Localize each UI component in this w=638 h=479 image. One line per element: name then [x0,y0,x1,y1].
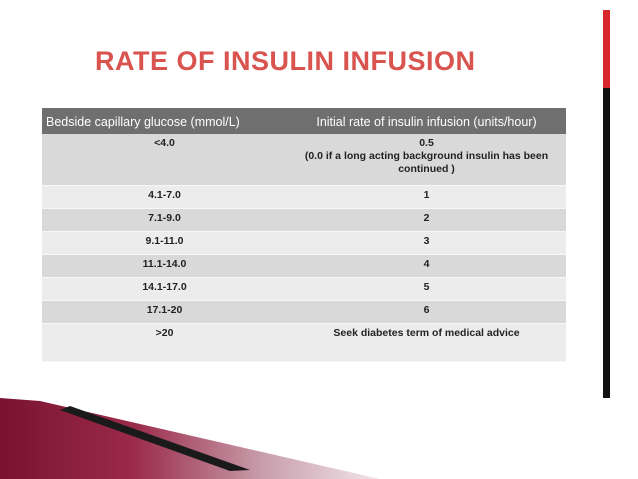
rate-cell: 3 [287,231,566,255]
table-row: 11.1-14.0 4 [42,254,566,278]
glucose-cell: 9.1-11.0 [42,231,287,255]
table-row: 17.1-20 6 [42,300,566,324]
rate-note: (0.0 if a long acting background insulin… [304,150,549,175]
rate-cell: 0.5 (0.0 if a long acting background ins… [287,134,566,186]
rate-value: 0.5 [419,137,434,149]
table-row: 4.1-7.0 1 [42,185,566,209]
header-glucose: Bedside capillary glucose (mmol/L) [42,108,287,134]
table-row: 7.1-9.0 2 [42,208,566,232]
glucose-cell: 4.1-7.0 [42,185,287,209]
rate-cell: 2 [287,208,566,232]
rate-cell: Seek diabetes term of medical advice [287,323,566,362]
accent-bar-red [603,10,610,88]
rate-cell: 5 [287,277,566,301]
table-row: <4.0 0.5 (0.0 if a long acting backgroun… [42,134,566,186]
rate-cell: 6 [287,300,566,324]
rate-cell: 1 [287,185,566,209]
glucose-cell: >20 [42,323,287,362]
table-header-row: Bedside capillary glucose (mmol/L) Initi… [42,108,566,134]
glucose-cell: <4.0 [42,134,287,186]
table-row: 9.1-11.0 3 [42,231,566,255]
glucose-cell: 14.1-17.0 [42,277,287,301]
insulin-rate-table: Bedside capillary glucose (mmol/L) Initi… [42,108,566,362]
table-row: 14.1-17.0 5 [42,277,566,301]
glucose-cell: 7.1-9.0 [42,208,287,232]
glucose-cell: 17.1-20 [42,300,287,324]
decorative-wedge [0,398,380,479]
rate-cell: 4 [287,254,566,278]
wedge-maroon [0,398,380,479]
page-title: RATE OF INSULIN INFUSION [95,46,476,76]
wedge-dark-stripe [60,406,250,471]
glucose-cell: 11.1-14.0 [42,254,287,278]
table-row: >20 Seek diabetes term of medical advice [42,323,566,362]
header-rate: Initial rate of insulin infusion (units/… [287,108,566,134]
accent-bar-black [603,88,610,398]
